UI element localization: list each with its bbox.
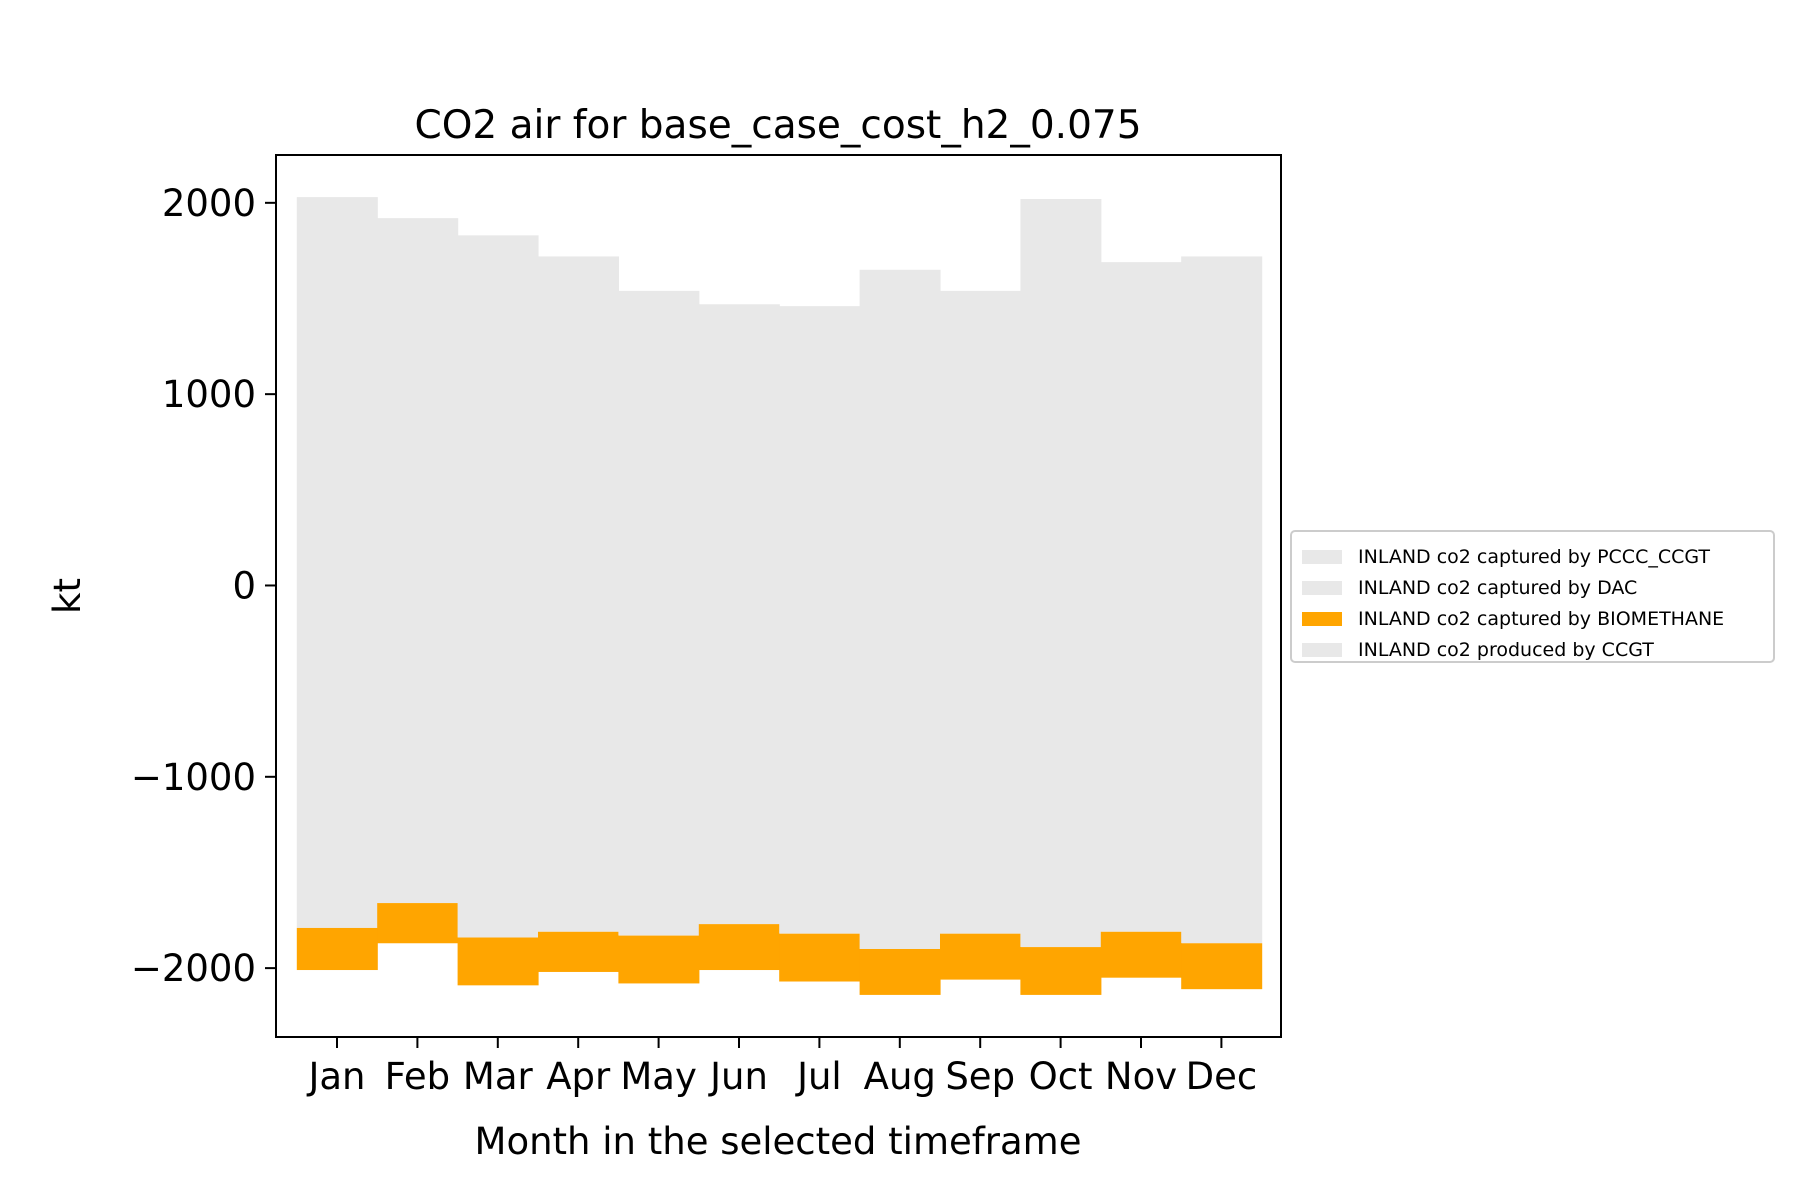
y-axis-label: kt: [46, 578, 89, 614]
area-segment-ccgt-jul: [779, 306, 861, 934]
y-tick-label: −1000: [131, 756, 256, 799]
area-segment-biomethane-may: [618, 935, 700, 984]
y-tick-label: 0: [232, 564, 256, 607]
legend-entry: INLAND co2 captured by PCCC_CCGT: [1358, 546, 1710, 568]
legend-swatch: [1302, 612, 1342, 626]
area-segment-ccgt-jan: [296, 197, 378, 928]
legend-entry: INLAND co2 captured by BIOMETHANE: [1358, 608, 1724, 630]
area-segment-ccgt-mar: [457, 235, 539, 938]
area-segment-ccgt-apr: [538, 256, 619, 932]
x-tick-label: Apr: [546, 1055, 611, 1098]
area-segment-biomethane-jan: [296, 927, 378, 971]
area-segment-biomethane-jun: [698, 924, 780, 971]
area-segment-ccgt-aug: [859, 269, 941, 949]
x-tick-label: May: [620, 1055, 697, 1098]
area-segment-ccgt-nov: [1100, 262, 1182, 932]
x-tick-label: Jun: [708, 1055, 768, 1098]
y-tick-label: −2000: [131, 947, 256, 990]
x-tick-label: Feb: [385, 1055, 451, 1098]
area-segment-ccgt-feb: [377, 218, 459, 904]
y-tick-label: 1000: [162, 373, 256, 416]
area-segment-biomethane-sep: [940, 933, 1021, 980]
x-tick-label: Mar: [463, 1055, 534, 1098]
x-axis: Jan Feb Mar Apr May Jun Jul Aug Sep Oct Nov Dec: [306, 1037, 1257, 1098]
plot-frame: [275, 154, 1282, 1038]
plot-areas: [296, 197, 1263, 995]
x-tick-label: Nov: [1105, 1055, 1177, 1098]
legend-entry: INLAND co2 captured by DAC: [1358, 577, 1637, 599]
x-tick-label: Aug: [864, 1055, 936, 1098]
legend: INLAND co2 captured by PCCC_CCGT INLAND c…: [1290, 530, 1775, 663]
area-segment-ccgt-jun: [698, 304, 780, 925]
x-tick-label: Jan: [306, 1055, 365, 1098]
area-segment-ccgt-sep: [940, 290, 1021, 934]
legend-entry: INLAND co2 produced by CCGT: [1358, 639, 1654, 661]
area-segment-biomethane-aug: [859, 948, 941, 995]
area-segment-ccgt-dec: [1181, 256, 1263, 944]
x-tick-label: Jul: [795, 1055, 842, 1098]
y-tick-label: 2000: [162, 182, 256, 225]
chart-title: CO2 air for base_case_cost_h2_0.075: [414, 103, 1141, 148]
area-segment-biomethane-mar: [457, 937, 539, 986]
x-tick-label: Dec: [1186, 1055, 1258, 1098]
x-tick-label: Sep: [945, 1055, 1015, 1098]
area-segment-ccgt-oct: [1020, 199, 1102, 948]
legend-swatch: [1302, 581, 1342, 595]
area-segment-biomethane-nov: [1100, 931, 1182, 978]
area-segment-biomethane-dec: [1181, 943, 1263, 990]
legend-swatch: [1302, 643, 1342, 657]
legend-frame: [1290, 530, 1775, 663]
area-segment-biomethane-jul: [779, 933, 861, 982]
area-segment-biomethane-feb: [377, 903, 459, 944]
area-segment-biomethane-apr: [538, 931, 619, 972]
area-segment-biomethane-oct: [1020, 947, 1102, 995]
legend-swatch: [1302, 550, 1342, 564]
x-tick-label: Oct: [1029, 1055, 1093, 1098]
x-axis-label: Month in the selected timeframe: [475, 1120, 1082, 1163]
y-axis: 2000 1000 0 −1000 −2000: [131, 182, 276, 990]
area-segment-ccgt-may: [618, 290, 700, 936]
